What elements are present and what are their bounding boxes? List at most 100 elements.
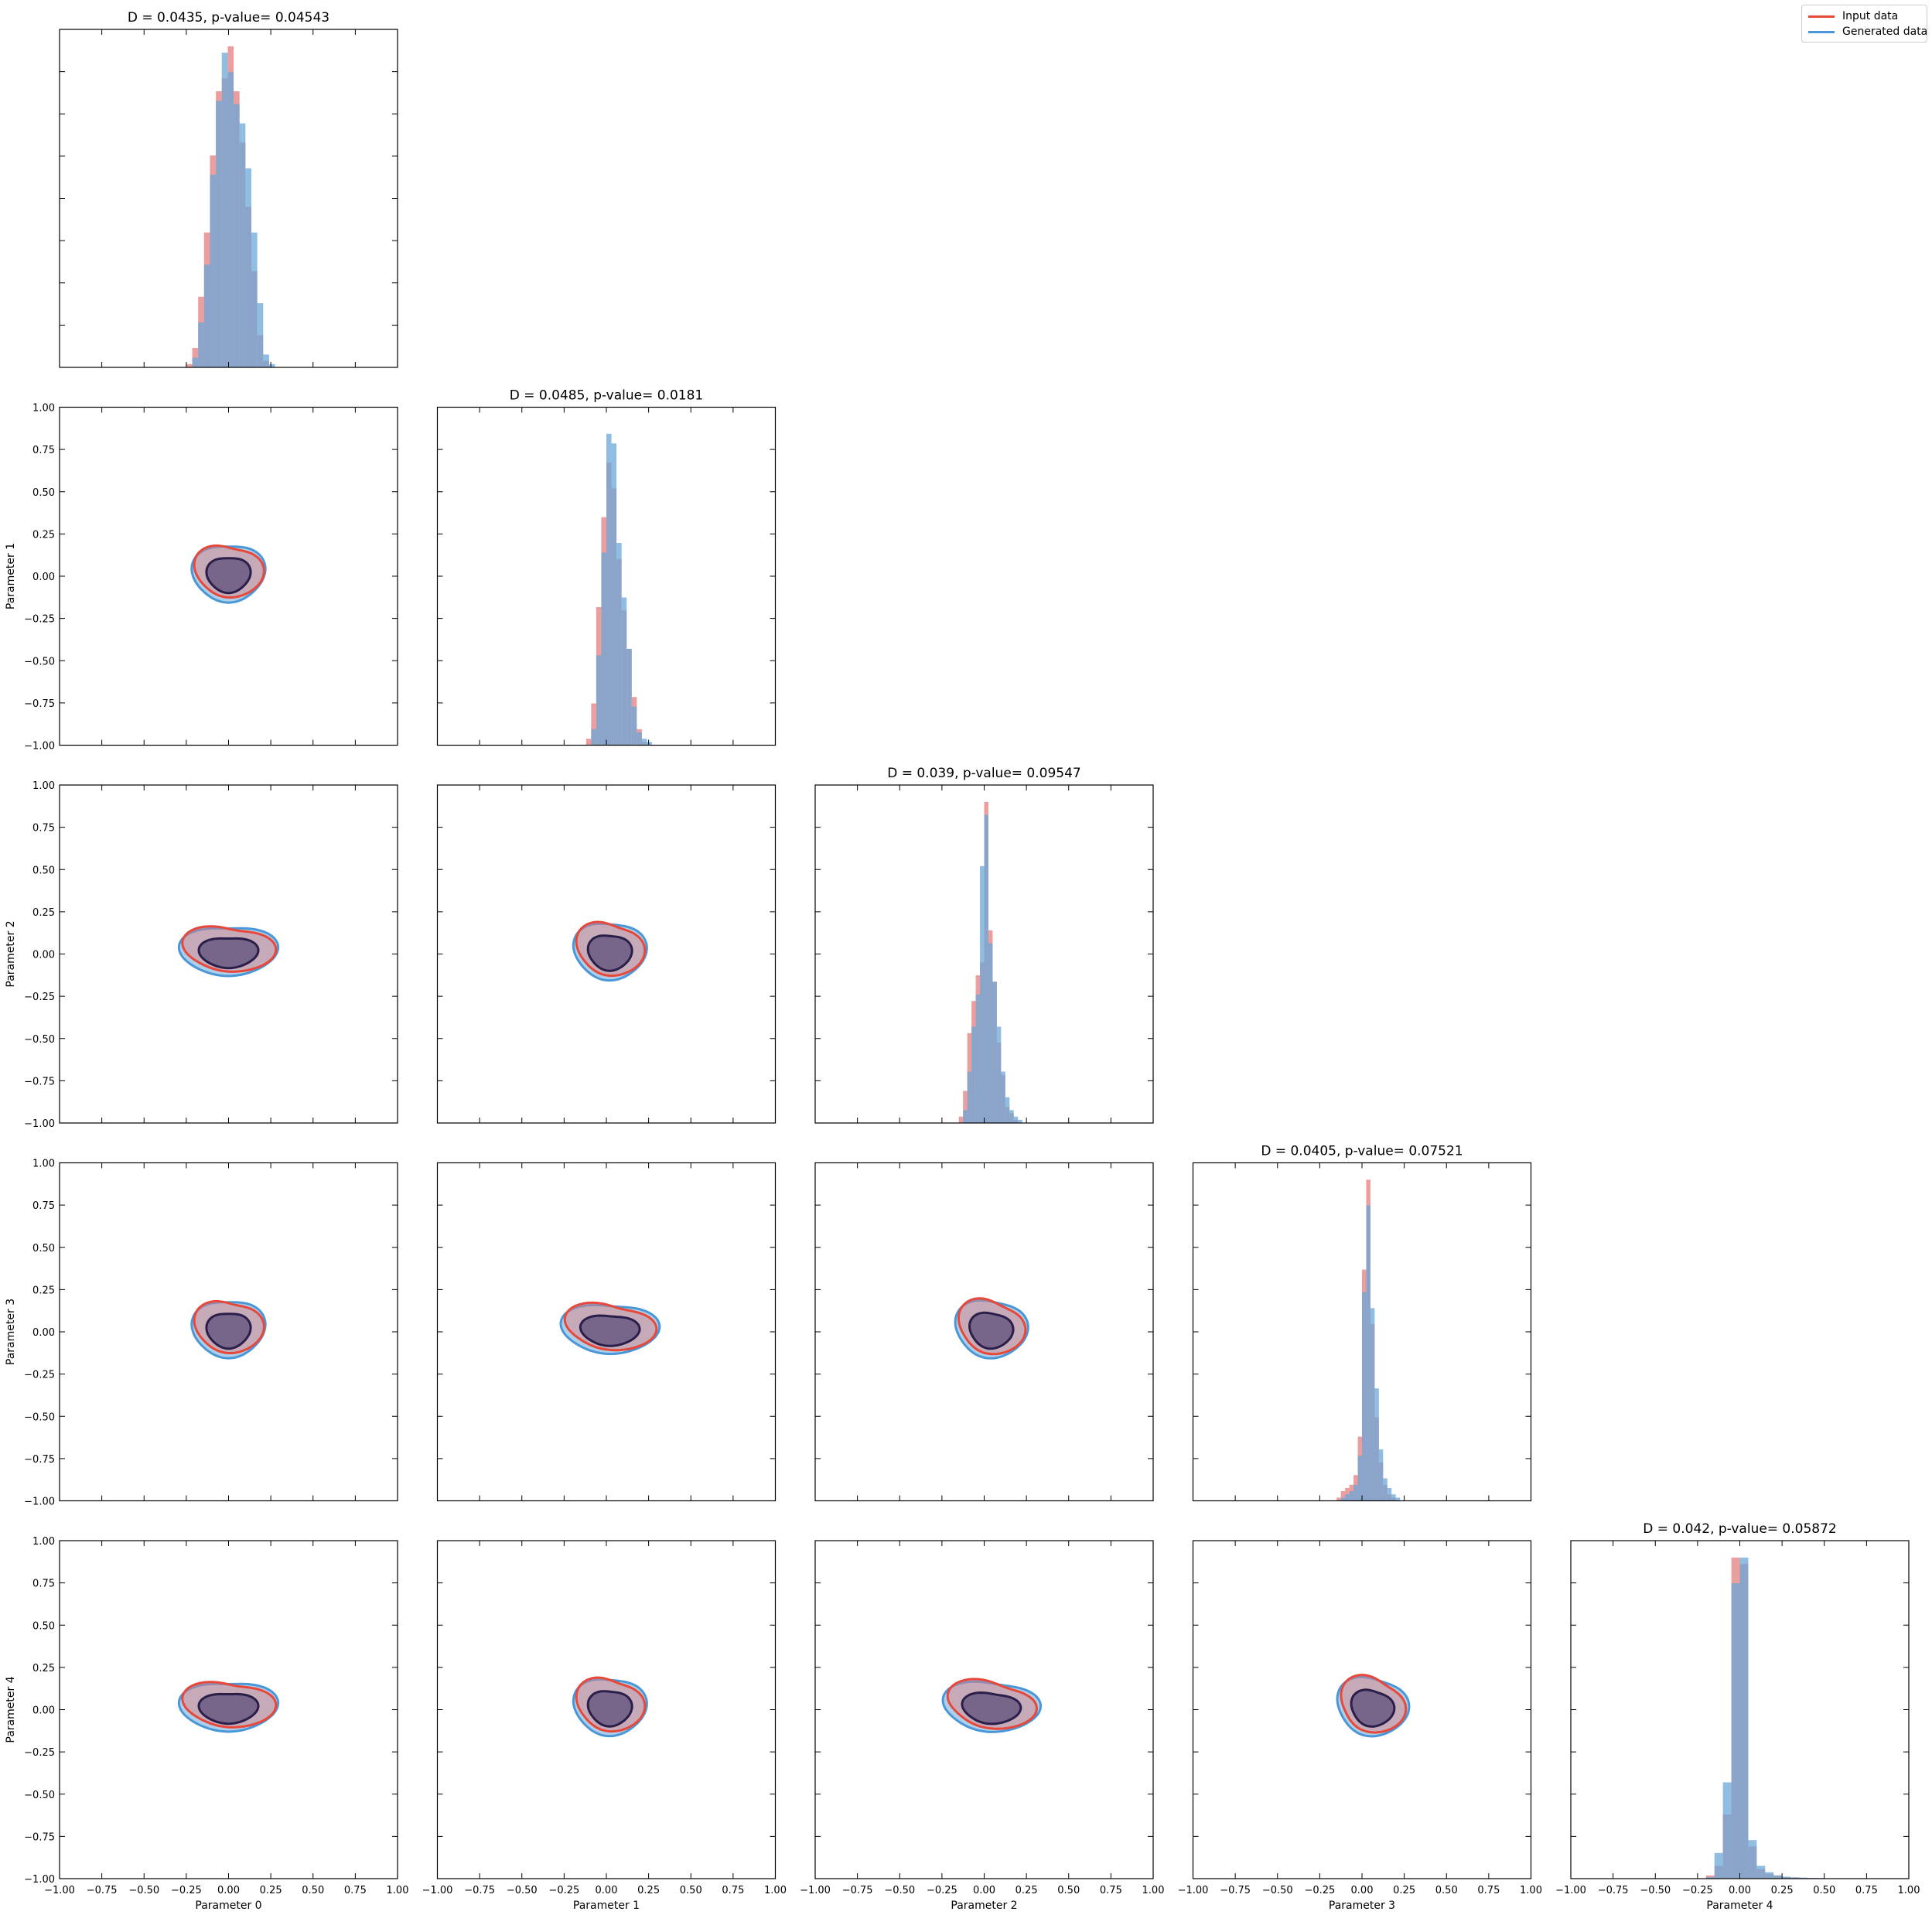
y-tick-label: −0.75 [24,698,55,710]
y-tick-label: 1.00 [32,1159,55,1170]
x-tick-label: 0.50 [1813,1885,1835,1896]
hist-bar-generated [641,739,647,746]
hist-bar-generated [1349,1491,1354,1501]
x-tick-label: −0.50 [1262,1885,1293,1896]
plot-area-4-1 [572,1676,648,1738]
panel-4-3: −1.00 −0.75 −0.50 −0.25 0.00 0.25 0.50 0.75 1.00… [1178,1540,1542,1912]
y-tick-label: −0.50 [24,1790,55,1801]
hist-bar-generated [992,981,997,1123]
x-tick-label: −1.00 [1178,1885,1209,1896]
hist-bar-generated [591,729,596,746]
hist-bar-generated [967,1071,972,1123]
hist-bar-generated [1013,1116,1019,1123]
hist-bar-generated [239,123,246,367]
hist-bar-generated [971,1026,976,1123]
hist-bar-generated [203,265,210,367]
plot-area-4-3 [1336,1674,1411,1738]
hist-bar-input [186,364,193,367]
x-tick-label: 0.25 [260,1885,282,1896]
hist-bar-generated [1395,1497,1401,1501]
x-axis-label: Parameter 3 [1329,1900,1395,1912]
plot-area-1-0 [190,544,267,604]
panel-4-0: −1.00−1.00 −0.75 −0.75 −0.50 −0.50 −0.25 −0.25… [5,1536,408,1912]
x-tick-label: −0.75 [1220,1885,1251,1896]
y-tick-label: 0.25 [32,1285,55,1296]
x-tick-label: −0.25 [927,1885,957,1896]
hist-bar-generated [1340,1497,1346,1501]
plot-area-2-2 [958,801,1022,1123]
hist-bar-generated [980,865,985,1123]
hist-bar-generated [1005,1097,1010,1123]
hist-bar-generated [1705,1876,1715,1879]
panel-2-0: −1.00 −0.75 −0.50 −0.25 0.00 0.25 0.50 0.75 1.00… [5,780,398,1130]
x-tick-label: −0.25 [548,1885,579,1896]
x-tick-label: 1.00 [1142,1885,1165,1896]
panel-2-1 [436,784,777,1124]
y-tick-label: 0.00 [32,950,55,961]
y-tick-label: 0.00 [32,1705,55,1717]
hist-bar-generated [234,104,240,367]
x-tick-label: 0.75 [1477,1885,1500,1896]
x-tick-label: 1.00 [387,1885,409,1896]
panel-0-0: D = 0.0435, p-value= 0.04543 [59,10,398,368]
plot-area-2-0 [177,925,280,978]
y-tick-label: 0.75 [32,1200,55,1212]
legend-item-input: Input data [1808,9,1898,24]
y-tick-label: −0.75 [24,1454,55,1466]
y-tick-label: −1.00 [24,1497,55,1508]
plot-area-3-3 [1336,1179,1401,1501]
hist-bar-generated [631,706,637,746]
hist-bar-generated [1357,1456,1362,1501]
contour-inner [205,1312,252,1350]
panel-3-1 [436,1162,777,1502]
hist-bar-generated [596,655,602,746]
hist-bar-generated [1798,1877,1807,1879]
hist-bar-generated [647,742,652,746]
y-tick-label: −0.25 [24,614,55,626]
y-tick-label: 0.25 [32,529,55,541]
x-tick-label: 0.00 [1729,1885,1751,1896]
panel-title-1: D = 0.0485, p-value= 0.0181 [510,388,703,404]
y-tick-label: 0.75 [32,445,55,456]
hist-bar-generated [984,814,988,1123]
legend-item-generated: Generated data [1808,24,1927,39]
hist-bar-generated [616,542,622,746]
hist-bar-generated [1009,1110,1014,1123]
contour-inner [586,934,633,972]
y-tick-label: 1.00 [32,403,55,415]
panel-1-1: D = 0.0485, p-value= 0.0181 [436,388,777,746]
contour-inner [579,1314,641,1347]
x-tick-label: −0.50 [884,1885,915,1896]
x-tick-label: 0.75 [1100,1885,1122,1896]
x-tick-label: −0.25 [171,1885,202,1896]
x-tick-label: 1.00 [1520,1885,1542,1896]
hist-bar-generated [1790,1877,1799,1879]
hist-bar-generated [216,101,222,367]
hist-bar-generated [1001,1071,1005,1123]
y-tick-label: 0.75 [32,1579,55,1590]
plot-area-4-0 [177,1681,280,1733]
hist-bar-generated [221,53,228,367]
x-tick-label: 0.25 [1015,1885,1038,1896]
x-tick-label: −0.75 [464,1885,495,1896]
hist-bar-generated [227,72,234,367]
plot-area-4-2 [941,1678,1043,1733]
x-axis-label: Parameter 1 [573,1900,640,1912]
contour-inner [1350,1688,1396,1728]
hist-bar-generated [1782,1876,1791,1879]
hist-bar-generated [192,357,199,367]
x-tick-label: −0.25 [1682,1885,1713,1896]
y-tick-label: 0.50 [32,487,55,499]
y-tick-label: −0.75 [24,1076,55,1087]
x-tick-label: 0.75 [722,1885,744,1896]
hist-bar-generated [1391,1494,1396,1501]
y-tick-label: −1.00 [24,1874,55,1886]
y-tick-label: 0.25 [32,907,55,919]
hist-bar-generated [1370,1308,1375,1501]
x-tick-label: −1.00 [44,1885,75,1896]
panel-title-3: D = 0.0405, p-value= 0.07521 [1261,1144,1463,1159]
panel-4-2: −1.00 −0.75 −0.50 −0.25 0.00 0.25 0.50 0.75 1.00… [800,1540,1165,1912]
hist-bar-generated [1383,1478,1388,1501]
hist-bar-generated [251,232,258,367]
